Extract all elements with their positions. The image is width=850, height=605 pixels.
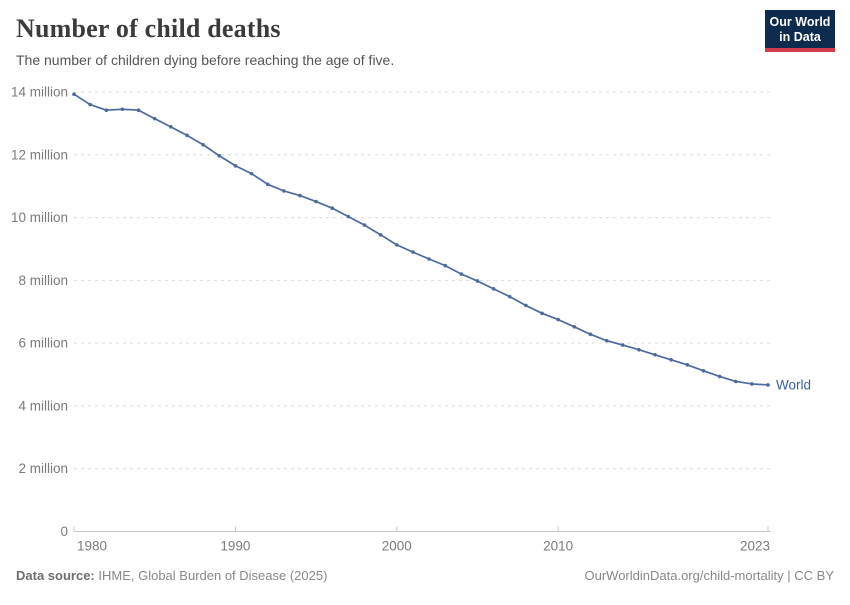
- data-point[interactable]: [265, 182, 270, 187]
- page-title: Number of child deaths: [16, 14, 281, 43]
- data-point[interactable]: [524, 303, 528, 308]
- data-point[interactable]: [314, 199, 318, 204]
- data-point[interactable]: [766, 383, 770, 387]
- y-tick-label: 0: [60, 524, 68, 539]
- data-point[interactable]: [169, 125, 173, 129]
- y-tick-label: 4 million: [18, 398, 68, 413]
- data-point[interactable]: [233, 163, 238, 168]
- data-point[interactable]: [362, 223, 367, 227]
- data-point[interactable]: [136, 108, 141, 113]
- x-tick-label: 2000: [382, 539, 412, 554]
- y-tick-label: 14 million: [11, 85, 68, 100]
- data-point[interactable]: [346, 214, 351, 219]
- data-point[interactable]: [669, 357, 673, 362]
- data-point[interactable]: [330, 206, 335, 210]
- data-point[interactable]: [717, 374, 722, 379]
- data-point[interactable]: [572, 325, 577, 329]
- data-point[interactable]: [217, 153, 222, 158]
- x-tick-label: 1980: [77, 539, 107, 554]
- data-source-text: IHME, Global Burden of Disease (2025): [98, 568, 328, 583]
- data-point[interactable]: [120, 107, 125, 112]
- data-point[interactable]: [72, 92, 76, 96]
- data-point[interactable]: [733, 379, 738, 384]
- data-point[interactable]: [88, 102, 92, 107]
- data-point[interactable]: [685, 363, 690, 367]
- data-point[interactable]: [491, 287, 496, 291]
- data-point[interactable]: [378, 233, 383, 237]
- owid-logo-line2: in Data: [779, 29, 821, 44]
- owid-logo[interactable]: Our World in Data: [765, 10, 835, 52]
- data-point[interactable]: [556, 317, 560, 322]
- y-tick-label: 12 million: [11, 147, 68, 162]
- data-point[interactable]: [475, 279, 480, 283]
- data-point[interactable]: [653, 352, 657, 357]
- y-tick-label: 10 million: [11, 210, 68, 225]
- chart-footer: Data source: IHME, Global Burden of Dise…: [16, 568, 834, 583]
- data-point[interactable]: [443, 263, 448, 268]
- data-point[interactable]: [282, 189, 286, 193]
- data-point[interactable]: [620, 343, 625, 347]
- data-point[interactable]: [701, 368, 706, 373]
- data-point[interactable]: [507, 294, 512, 299]
- data-point[interactable]: [750, 382, 754, 386]
- x-tick-label: 1990: [220, 539, 250, 554]
- data-point[interactable]: [459, 272, 464, 276]
- y-tick-label: 6 million: [18, 336, 68, 351]
- data-point[interactable]: [249, 171, 254, 176]
- y-tick-label: 2 million: [18, 461, 68, 476]
- data-source-label: Data source:: [16, 568, 95, 583]
- x-tick-label: 2010: [543, 539, 573, 554]
- data-point[interactable]: [152, 116, 157, 121]
- x-tick-label: 2023: [740, 539, 770, 554]
- citation-link[interactable]: OurWorldinData.org/child-mortality | CC …: [584, 568, 835, 583]
- data-point[interactable]: [298, 193, 302, 198]
- series-end-label[interactable]: World: [776, 377, 811, 392]
- chart-subtitle: The number of children dying before reac…: [16, 52, 395, 68]
- data-point[interactable]: [637, 347, 641, 352]
- data-point[interactable]: [411, 250, 415, 254]
- data-point[interactable]: [104, 108, 109, 113]
- data-point[interactable]: [427, 257, 431, 261]
- y-tick-label: 8 million: [18, 273, 68, 288]
- data-point[interactable]: [201, 142, 205, 147]
- data-source: Data source: IHME, Global Burden of Dise…: [16, 568, 327, 583]
- data-point[interactable]: [540, 311, 544, 316]
- data-point[interactable]: [588, 332, 593, 337]
- data-point[interactable]: [604, 338, 609, 343]
- owid-logo-line1: Our World: [769, 15, 831, 29]
- data-point[interactable]: [394, 243, 399, 247]
- data-point[interactable]: [185, 133, 189, 138]
- data-line[interactable]: [73, 93, 769, 386]
